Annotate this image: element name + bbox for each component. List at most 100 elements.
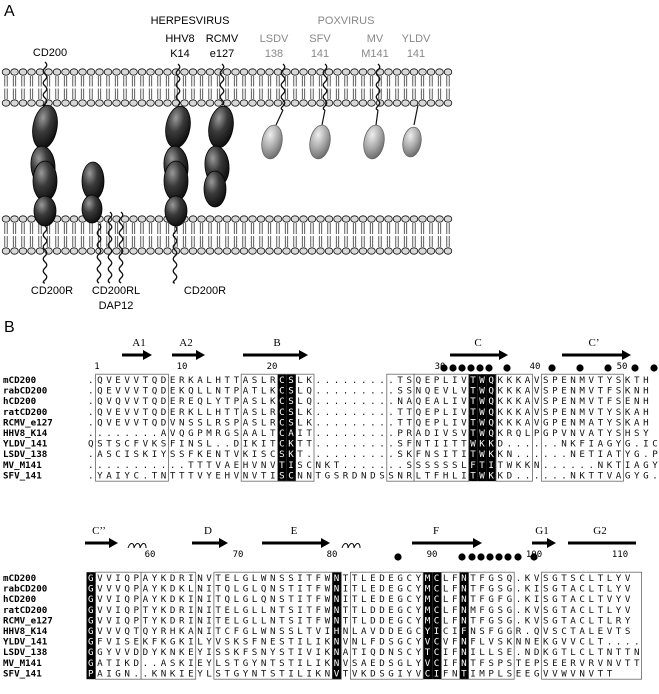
sequence-name: HHV8_K14 [3,428,48,439]
contact-dot-2-8 [530,553,538,561]
sequence-name: YLDV_141 [3,637,48,648]
cd200-stalk [42,61,48,107]
sequence-name: LSDV_138 [3,647,47,658]
ruler-2-90: 90 [427,550,438,560]
block2-similarity-box-4 [440,571,515,680]
cd200rl-stalk [96,223,102,284]
contact-dot-2-7 [514,553,522,561]
ruler-2-70: 70 [233,550,244,560]
secondary-structure-2: C’’ D E F G1 G2 [85,525,636,561]
yldv-stalk [413,104,419,126]
sequence-name: hCD200 [3,396,36,407]
block1-conserved-col-0 [277,374,287,482]
ruler-1-20: 20 [267,362,278,372]
ss-label-c-prime: C’ [589,337,600,349]
alignment-block-2: C’’ D E F G1 G2 60 70 80 90 100 110 mCD2… [3,525,642,680]
contact-dot-1-2 [458,364,466,372]
sequence-name: SFV_141 [3,470,42,481]
label-lsdv: LSDV [260,33,289,45]
block1-similarity-box-3 [413,373,470,482]
ss-label-a2: A2 [179,337,192,349]
helix-c-double-prime [127,543,147,549]
sequence-name: hCD200 [3,594,36,605]
top-labels: CD200 HHV8 K14 RCMV e127 LSDV 138 SFV 14… [33,33,431,60]
strand-a2-head [196,350,205,360]
contact-dot-1-4 [476,364,484,372]
panel-label-a: A [4,3,15,20]
contact-dot-1-10 [631,364,639,372]
sfv-domain [309,124,331,160]
alignment-rows-1: mCD200 . Q V E V V T Q D E R K A L H T T A S L R C S L K.........… [3,373,659,482]
e127-domain-1 [208,105,234,149]
secondary-structure-1: A1 A2 B C C’ [122,337,658,372]
ss-label-b: B [273,337,280,349]
sequence-name: SFV_141 [3,668,42,679]
block2-conserved-col-4 [459,572,469,680]
label-sfv: SFV [309,33,331,45]
cd200r-right-extra-domain [203,170,227,208]
sfv-stalk [322,63,328,111]
block1-conserved-col-4 [486,374,496,482]
contact-dot-2-6 [504,553,512,561]
lsdv-domain [261,124,283,160]
sequence-name: RCMV_e127 [3,615,53,626]
label-sfv-141: 141 [311,48,329,60]
sequence-name: RCMV_e127 [3,417,53,428]
strand-c-double-prime-head [109,538,118,548]
k14-domain-1 [165,105,191,149]
ruler-1-30: 30 [435,362,446,372]
contact-dot-2-5 [495,553,503,561]
strand-d-head [219,538,228,548]
ss-label-c: C [474,337,481,349]
label-lsdv-138: 138 [265,48,283,60]
e127-stalk [219,63,225,106]
label-rcmv: RCMV [206,33,239,45]
label-yldv: YLDV [402,33,431,45]
sequence-name: rabCD200 [3,584,47,595]
contact-dot-2-0 [394,553,402,561]
cd200rl-domain-2 [81,194,103,224]
block2-conserved-col-1 [332,572,342,680]
sequence-name: mCD200 [3,375,36,386]
contact-dot-2-3 [477,553,485,561]
panel-label-b: B [4,319,15,336]
ruler-1-50: 50 [617,362,628,372]
sequence-name: mCD200 [3,573,36,584]
cd200r-domain-2 [33,195,57,227]
sequence-name: MV_M141 [3,658,42,669]
cd200-domain-1 [32,104,58,150]
contact-dot-2-4 [486,553,494,561]
block1-similarity-box-1 [240,373,315,482]
ss-label-e: E [291,525,298,537]
block1-conserved-col-2 [468,374,478,482]
ruler-1-10: 10 [177,362,188,372]
group-label-herpesvirus: HERPESVIRUS [151,15,230,27]
strand-a1-head [143,350,152,360]
contact-dot-1-6 [503,364,511,372]
contact-dot-1-3 [467,364,475,372]
ss-label-a1: A1 [132,337,145,349]
contact-dot-1-9 [604,364,612,372]
protein-schematics [30,61,422,284]
ruler-2-60: 60 [145,550,156,560]
block1-similarity-box-5 [541,373,624,482]
contact-dot-2-2 [468,553,476,561]
contact-dot-2-1 [458,553,466,561]
alignment-block-1: A1 A2 B C C’ 1 10 20 30 40 50 mCD200 . Q V E… [3,337,659,482]
contact-dot-1-5 [485,364,493,372]
strand-f-head [473,538,482,548]
helix-e-f [341,543,361,549]
membrane-top [1,68,453,107]
ss-label-g1: G1 [535,525,548,537]
cd200r-domain-1 [32,160,58,202]
alignment-rows-2: mCD200 G V V I Q P A Y K D R I N V T E L G L W N S S I T F W N T T L E D E… [3,571,642,680]
